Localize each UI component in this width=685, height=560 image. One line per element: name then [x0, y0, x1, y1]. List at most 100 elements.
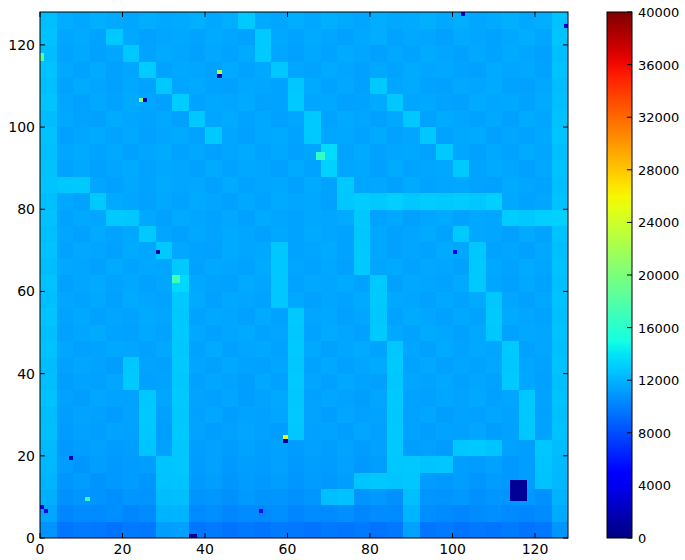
heatmap-cell	[469, 341, 486, 358]
heatmap-cell	[189, 78, 206, 95]
heatmap-cell	[40, 176, 57, 193]
heatmap-cell	[370, 127, 387, 144]
heatmap-cell	[222, 242, 239, 259]
heatmap-cell	[288, 291, 305, 308]
heatmap-cell	[40, 505, 44, 509]
heatmap-cell	[156, 160, 173, 177]
heatmap-cell	[370, 489, 387, 506]
heatmap-cell	[403, 439, 420, 456]
heatmap-cell	[139, 193, 156, 210]
heatmap-cell	[403, 78, 420, 95]
heatmap-cell	[387, 28, 404, 45]
heatmap-cell	[486, 193, 503, 210]
heatmap-cell	[321, 439, 338, 456]
heatmap-cell	[259, 509, 263, 513]
heatmap-cell	[337, 28, 354, 45]
heatmap-cell	[387, 144, 404, 161]
heatmap-cell	[486, 472, 503, 489]
heatmap-cell	[486, 341, 503, 358]
heatmap-cell	[90, 439, 107, 456]
heatmap-cell	[502, 12, 519, 29]
heatmap-cell	[502, 341, 519, 358]
heatmap-cell	[288, 209, 305, 226]
heatmap-cell	[139, 357, 156, 374]
heatmap-cell	[106, 176, 123, 193]
heatmap-cell	[189, 423, 206, 440]
heatmap-cell	[123, 390, 140, 407]
heatmap-cell	[354, 127, 371, 144]
heatmap-cell	[238, 472, 255, 489]
heatmap-cell	[288, 111, 305, 128]
heatmap-cell	[453, 226, 470, 243]
heatmap-cell	[73, 28, 90, 45]
heatmap-cell	[321, 28, 338, 45]
heatmap-cell	[469, 193, 486, 210]
heatmap-cell	[123, 111, 140, 128]
heatmap-cell	[139, 226, 156, 243]
heatmap-cell	[469, 308, 486, 325]
heatmap-cell	[552, 193, 569, 210]
heatmap-cell	[57, 94, 74, 111]
heatmap-cell	[304, 45, 321, 62]
heatmap-cell	[189, 407, 206, 424]
heatmap-cell	[453, 111, 470, 128]
heatmap-cell	[255, 61, 272, 78]
heatmap-cell	[502, 127, 519, 144]
heatmap-cell	[403, 423, 420, 440]
heatmap-cell	[486, 28, 503, 45]
heatmap-cell	[172, 94, 189, 111]
heatmap-cell	[552, 324, 569, 341]
y-tick	[40, 455, 45, 456]
heatmap-cell	[189, 12, 206, 29]
heatmap-cell	[304, 374, 321, 391]
heatmap-cell	[519, 78, 536, 95]
heatmap-cell	[189, 144, 206, 161]
heatmap-cell	[469, 94, 486, 111]
heatmap-cell	[156, 439, 173, 456]
colorbar-tick	[627, 327, 632, 328]
heatmap-cell	[123, 144, 140, 161]
heatmap-cell	[469, 357, 486, 374]
heatmap-cell	[106, 423, 123, 440]
heatmap-cell	[552, 275, 569, 292]
heatmap-cell	[535, 505, 552, 522]
heatmap-cell	[73, 472, 90, 489]
heatmap-cell	[469, 407, 486, 424]
heatmap-cell	[123, 61, 140, 78]
heatmap-cell	[238, 226, 255, 243]
heatmap-cell	[222, 45, 239, 62]
heatmap-cell	[436, 324, 453, 341]
heatmap-cell	[436, 357, 453, 374]
heatmap-cell	[436, 505, 453, 522]
heatmap-cell	[271, 12, 288, 29]
heatmap-cell	[40, 341, 57, 358]
heatmap-cell	[514, 480, 518, 484]
heatmap-cell	[436, 111, 453, 128]
heatmap-cell	[106, 522, 123, 538]
heatmap-cell	[354, 12, 371, 29]
heatmap-cell	[189, 94, 206, 111]
heatmap-cell	[123, 160, 140, 177]
heatmap-cell	[57, 226, 74, 243]
colorbar-tick	[627, 485, 632, 486]
heatmap-cell	[222, 12, 239, 29]
heatmap-cell	[222, 374, 239, 391]
heatmap-cell	[139, 472, 156, 489]
y-tick	[40, 209, 45, 210]
heatmap-cell	[370, 242, 387, 259]
heatmap-cell	[321, 357, 338, 374]
heatmap-cell	[403, 12, 420, 29]
heatmap-cell	[403, 176, 420, 193]
heatmap-cell	[156, 94, 173, 111]
heatmap-cell	[73, 390, 90, 407]
heatmap-cell	[69, 456, 73, 460]
heatmap-cell	[354, 324, 371, 341]
heatmap-cell	[255, 291, 272, 308]
heatmap-cell	[172, 259, 189, 276]
heatmap-cell	[238, 111, 255, 128]
heatmap-cell	[40, 111, 57, 128]
heatmap-cell	[354, 291, 371, 308]
heatmap-cell	[40, 439, 57, 456]
heatmap-cell	[535, 94, 552, 111]
heatmap-cell	[354, 407, 371, 424]
